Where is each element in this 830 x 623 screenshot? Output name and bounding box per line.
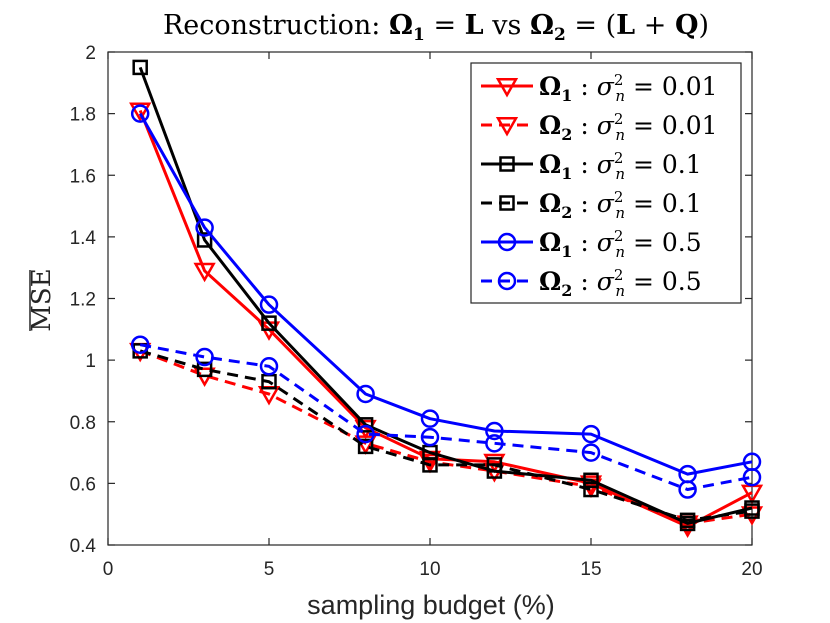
data-point [420, 427, 440, 447]
series-line [139, 349, 753, 522]
x-tick-label: 20 [741, 559, 762, 580]
data-point [193, 262, 216, 283]
legend-label: Ω2 : σ2 n = 0.01 [539, 110, 718, 144]
data-point [483, 453, 506, 474]
svg-text:MSE: MSE [27, 268, 57, 331]
legend-marker [497, 271, 517, 291]
legend-marker [495, 117, 519, 137]
data-point [581, 424, 601, 444]
data-point [130, 104, 150, 123]
data-point [195, 218, 214, 237]
legend-marker [499, 195, 515, 211]
legend-item: Ω1 : σ2 n = 0.5 [481, 227, 702, 261]
y-tick-label: 1.6 [70, 166, 96, 187]
data-point [129, 102, 152, 123]
data-point [742, 467, 762, 487]
legend-marker [497, 232, 517, 252]
y-tick-label: 1.2 [70, 290, 96, 311]
legend-item: Ω2 : σ2 n = 0.5 [481, 266, 702, 300]
y-tick-label: 0.4 [70, 536, 97, 557]
data-point [196, 232, 213, 248]
data-point [259, 295, 279, 314]
data-point [356, 424, 375, 444]
data-point [195, 347, 214, 367]
y-tick-label: 0.8 [70, 413, 96, 434]
data-point [422, 457, 438, 473]
data-point [356, 384, 375, 404]
y-tick-label: 1.8 [70, 105, 96, 126]
legend-marker [495, 78, 519, 98]
data-point [357, 438, 374, 455]
data-point [581, 443, 601, 462]
data-point [744, 503, 760, 519]
data-point [678, 480, 697, 499]
y-tick-label: 1 [85, 351, 96, 372]
y-tick-label: 2 [85, 43, 96, 64]
legend-label: Ω2 : σ2 n = 0.5 [539, 266, 702, 300]
data-point [420, 409, 440, 428]
y-tick-label: 0.6 [70, 474, 96, 495]
x-tick-label: 10 [419, 559, 440, 580]
x-tick-label: 0 [103, 559, 114, 580]
legend-item: Ω1 : σ2 n = 0.1 [481, 149, 702, 183]
data-point [130, 335, 150, 354]
series-group [132, 343, 760, 529]
data-point [196, 361, 213, 378]
legend-label: Ω1 : σ2 n = 0.1 [539, 149, 702, 183]
data-point [679, 512, 696, 529]
legend-label: Ω1 : σ2 n = 0.5 [539, 227, 702, 261]
legend-label: Ω1 : σ2 n = 0.01 [539, 71, 718, 105]
data-point [485, 421, 504, 441]
legend-marker [499, 156, 515, 172]
legend-item: Ω2 : σ2 n = 0.1 [481, 188, 702, 222]
data-point [583, 472, 599, 489]
chart-title: Reconstruction: Ω1 = L vs Ω2 = (L + Q) [163, 10, 709, 45]
series-line [139, 349, 753, 525]
legend-box [470, 62, 742, 304]
legend-item: Ω1 : σ2 n = 0.01 [481, 71, 718, 105]
series-line [138, 112, 753, 476]
legend-item: Ω2 : σ2 n = 0.01 [481, 110, 718, 144]
y-tick-label: 1.4 [70, 228, 97, 249]
data-point [485, 434, 504, 453]
data-point [486, 457, 503, 473]
data-point [259, 357, 279, 376]
data-point [132, 59, 148, 76]
data-point [261, 315, 277, 331]
legend-label: Ω2 : σ2 n = 0.1 [539, 188, 702, 222]
series-group [130, 335, 762, 499]
x-tick-label: 15 [580, 559, 601, 580]
y-axis-label: MSE [27, 268, 57, 331]
data-point [357, 417, 374, 433]
data-point [583, 481, 599, 498]
x-axis-label: sampling budget (%) [307, 590, 555, 620]
series-line [139, 343, 753, 491]
x-tick-label: 5 [264, 559, 275, 580]
